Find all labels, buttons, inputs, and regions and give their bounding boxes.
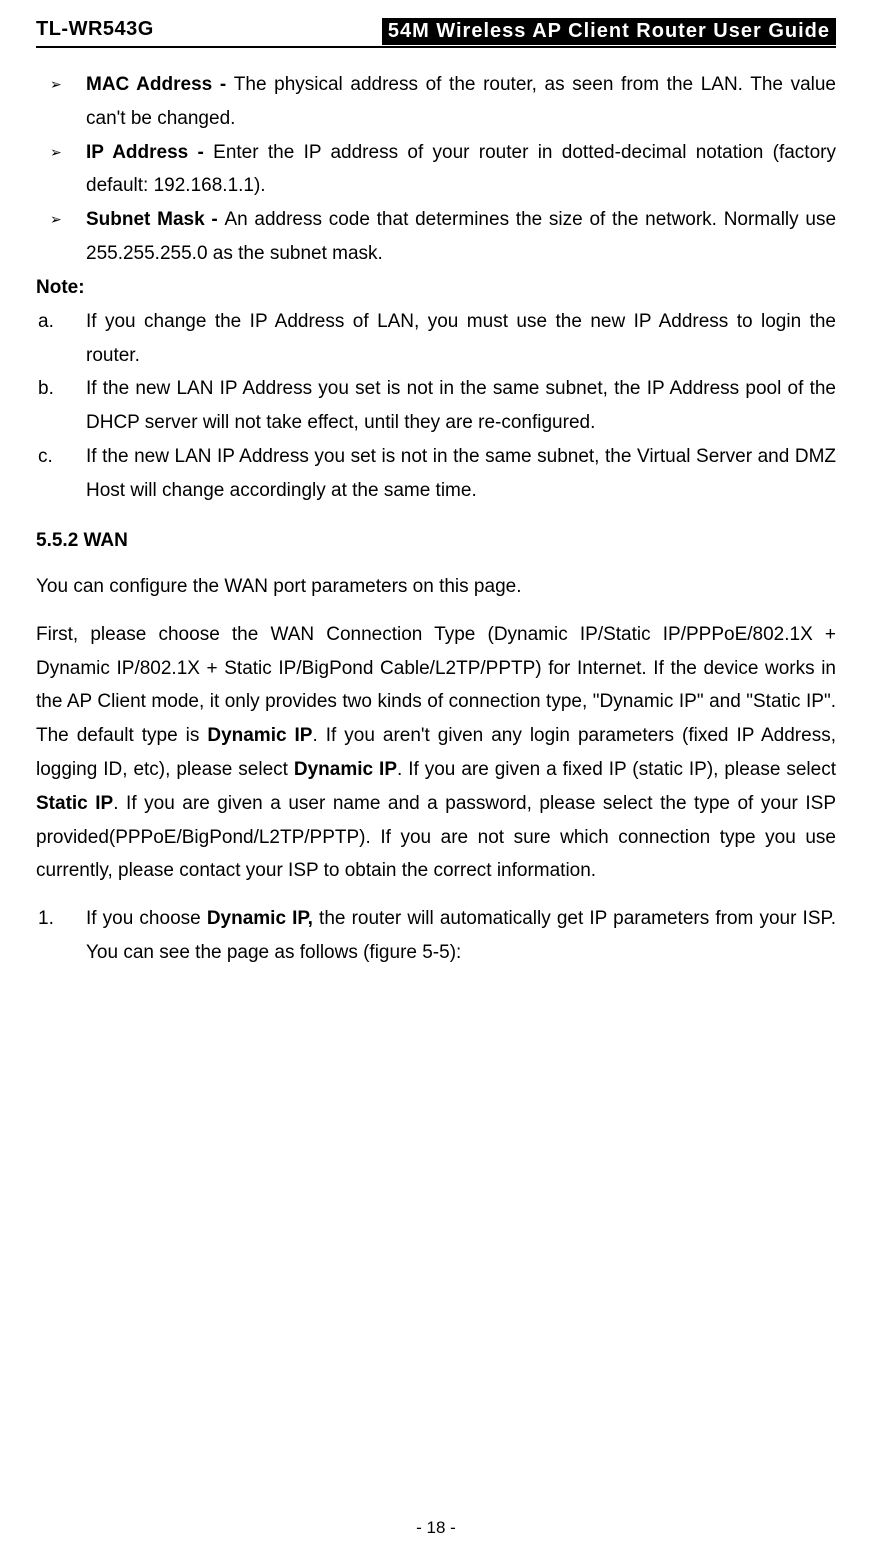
header-model: TL-WR543G <box>36 18 154 41</box>
bullet-label: Subnet Mask - <box>86 209 224 230</box>
numbered-list: 1. If you choose Dynamic IP, the router … <box>36 902 836 970</box>
paragraph: You can configure the WAN port parameter… <box>36 570 836 604</box>
lettered-marker: c. <box>38 440 53 474</box>
para-bold: Dynamic IP <box>207 725 312 746</box>
bullet-list: MAC Address - The physical address of th… <box>36 68 836 271</box>
lettered-text: If you change the IP Address of LAN, you… <box>86 311 836 366</box>
numbered-bold: Dynamic IP, <box>207 908 313 929</box>
paragraph: First, please choose the WAN Connection … <box>36 618 836 889</box>
page-content: MAC Address - The physical address of th… <box>36 68 836 970</box>
bullet-item: Subnet Mask - An address code that deter… <box>62 203 836 271</box>
para-text: . If you are given a user name and a pas… <box>36 793 836 882</box>
para-text: . If you are given a fixed IP (static IP… <box>397 759 836 780</box>
lettered-item: a. If you change the IP Address of LAN, … <box>36 305 836 373</box>
para-bold: Static IP <box>36 793 113 814</box>
bullet-label: IP Address - <box>86 142 213 163</box>
header-title: 54M Wireless AP Client Router User Guide <box>382 18 836 45</box>
lettered-text: If the new LAN IP Address you set is not… <box>86 378 836 433</box>
bullet-item: MAC Address - The physical address of th… <box>62 68 836 136</box>
note-label: Note: <box>36 271 836 305</box>
lettered-text: If the new LAN IP Address you set is not… <box>86 446 836 501</box>
lettered-marker: a. <box>38 305 54 339</box>
section-heading: 5.5.2 WAN <box>36 526 836 556</box>
numbered-item: 1. If you choose Dynamic IP, the router … <box>36 902 836 970</box>
lettered-marker: b. <box>38 372 54 406</box>
lettered-item: b. If the new LAN IP Address you set is … <box>36 372 836 440</box>
page-number: - 18 - <box>0 1518 872 1538</box>
bullet-label: MAC Address - <box>86 74 234 95</box>
numbered-text: If you choose <box>86 908 207 929</box>
numbered-marker: 1. <box>38 902 54 936</box>
para-bold: Dynamic IP <box>294 759 397 780</box>
bullet-item: IP Address - Enter the IP address of you… <box>62 136 836 204</box>
lettered-item: c. If the new LAN IP Address you set is … <box>36 440 836 508</box>
lettered-list: a. If you change the IP Address of LAN, … <box>36 305 836 508</box>
header-divider <box>36 46 836 48</box>
